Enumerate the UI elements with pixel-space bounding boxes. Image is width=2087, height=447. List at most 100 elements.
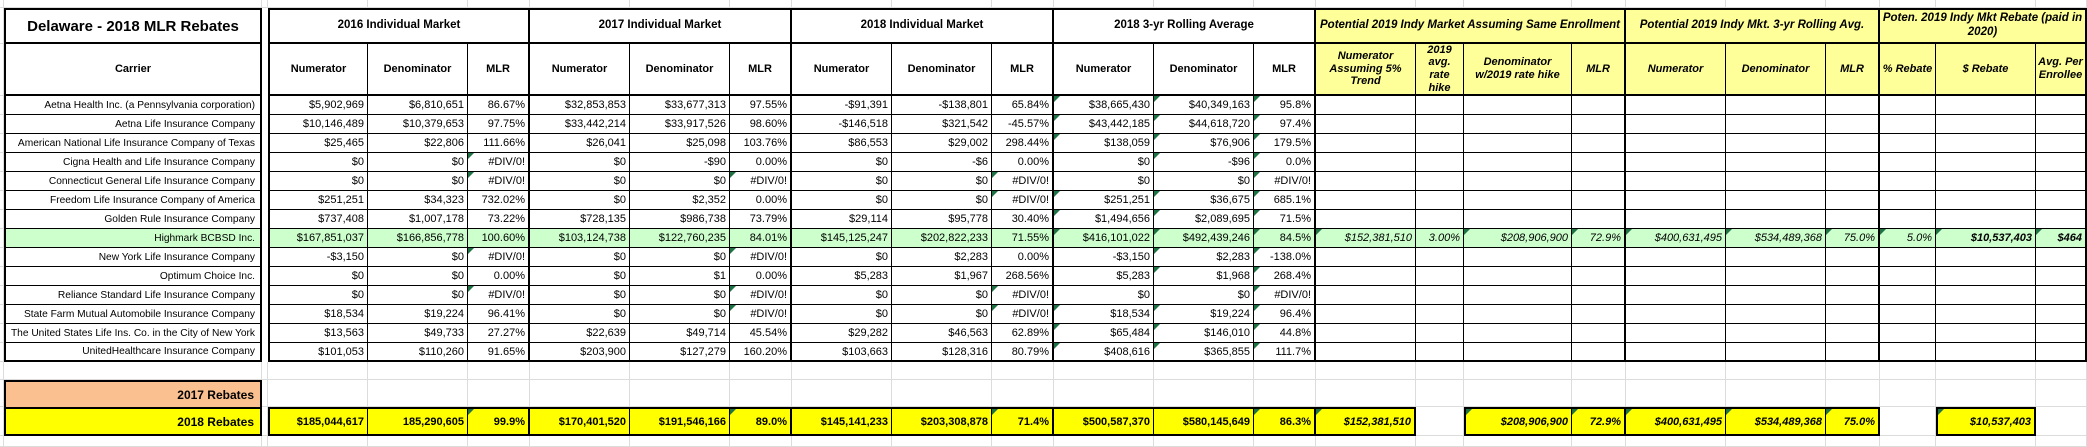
carrier-cell[interactable]: Cigna Health and Life Insurance Company bbox=[4, 153, 262, 172]
carrier-cell[interactable]: New York Life Insurance Company bbox=[4, 248, 262, 267]
data-cell[interactable] bbox=[1826, 286, 1880, 305]
data-cell[interactable]: $146,010 bbox=[1154, 324, 1254, 343]
total-cell[interactable]: $400,631,495 bbox=[1626, 407, 1726, 436]
data-cell[interactable]: 27.27% bbox=[468, 324, 530, 343]
data-cell[interactable]: $22,806 bbox=[368, 134, 468, 153]
data-cell[interactable] bbox=[1936, 115, 2036, 134]
data-cell[interactable]: $737,408 bbox=[268, 210, 368, 229]
data-cell[interactable] bbox=[1464, 96, 1572, 115]
data-cell[interactable] bbox=[1416, 134, 1464, 153]
data-cell[interactable]: 97.4% bbox=[1254, 115, 1316, 134]
data-cell[interactable] bbox=[1464, 343, 1572, 362]
data-cell[interactable]: $0 bbox=[368, 267, 468, 286]
data-cell[interactable]: 91.65% bbox=[468, 343, 530, 362]
data-cell[interactable]: #DIV/0! bbox=[992, 191, 1054, 210]
data-cell[interactable]: 65.84% bbox=[992, 96, 1054, 115]
data-cell[interactable]: $5,902,969 bbox=[268, 96, 368, 115]
data-cell[interactable] bbox=[1880, 324, 1936, 343]
group-header[interactable]: Potential 2019 Indy Market Assuming Same… bbox=[1316, 8, 1626, 44]
group-header[interactable]: 2018 3-yr Rolling Average bbox=[1054, 8, 1316, 44]
data-cell[interactable]: $95,778 bbox=[892, 210, 992, 229]
data-cell[interactable]: $0 bbox=[1154, 286, 1254, 305]
data-cell[interactable] bbox=[1936, 324, 2036, 343]
data-cell[interactable] bbox=[1826, 172, 1880, 191]
total-cell[interactable]: $170,401,520 bbox=[530, 407, 630, 436]
data-cell[interactable] bbox=[1936, 210, 2036, 229]
data-cell[interactable]: $25,098 bbox=[630, 134, 730, 153]
data-cell[interactable]: 0.00% bbox=[992, 248, 1054, 267]
data-cell[interactable]: $86,553 bbox=[792, 134, 892, 153]
data-cell[interactable] bbox=[1572, 267, 1626, 286]
column-header[interactable]: Numerator bbox=[268, 44, 368, 96]
data-cell[interactable]: #DIV/0! bbox=[992, 286, 1054, 305]
data-cell[interactable]: $0 bbox=[530, 172, 630, 191]
data-cell[interactable]: $29,282 bbox=[792, 324, 892, 343]
group-header[interactable]: 2017 Individual Market bbox=[530, 8, 792, 44]
data-cell[interactable]: $492,439,246 bbox=[1154, 229, 1254, 248]
column-header[interactable]: Numerator bbox=[1626, 44, 1726, 96]
data-cell[interactable]: 97.55% bbox=[730, 96, 792, 115]
data-cell[interactable]: $166,856,778 bbox=[368, 229, 468, 248]
data-cell[interactable] bbox=[1626, 172, 1726, 191]
data-cell[interactable]: $208,906,900 bbox=[1464, 229, 1572, 248]
data-cell[interactable]: 71.55% bbox=[992, 229, 1054, 248]
data-cell[interactable] bbox=[1726, 248, 1826, 267]
data-cell[interactable]: -$146,518 bbox=[792, 115, 892, 134]
group-header[interactable]: Poten. 2019 Indy Mkt Rebate (paid in 202… bbox=[1880, 8, 2087, 44]
data-cell[interactable]: $33,917,526 bbox=[630, 115, 730, 134]
data-cell[interactable] bbox=[1316, 96, 1416, 115]
data-cell[interactable]: 732.02% bbox=[468, 191, 530, 210]
column-header[interactable]: Denominator bbox=[1726, 44, 1826, 96]
data-cell[interactable]: 73.79% bbox=[730, 210, 792, 229]
data-cell[interactable]: $1,494,656 bbox=[1054, 210, 1154, 229]
data-cell[interactable] bbox=[1936, 343, 2036, 362]
total-cell[interactable]: $534,489,368 bbox=[1726, 407, 1826, 436]
data-cell[interactable]: $10,146,489 bbox=[268, 115, 368, 134]
data-cell[interactable] bbox=[1316, 343, 1416, 362]
column-header[interactable]: MLR bbox=[1572, 44, 1626, 96]
data-cell[interactable] bbox=[1416, 267, 1464, 286]
data-cell[interactable]: $145,125,247 bbox=[792, 229, 892, 248]
data-cell[interactable]: $0 bbox=[1054, 286, 1154, 305]
data-cell[interactable]: 179.5% bbox=[1254, 134, 1316, 153]
data-cell[interactable] bbox=[1880, 134, 1936, 153]
data-cell[interactable]: 72.9% bbox=[1572, 229, 1626, 248]
data-cell[interactable]: $0 bbox=[892, 172, 992, 191]
data-cell[interactable] bbox=[1726, 210, 1826, 229]
data-cell[interactable] bbox=[1316, 305, 1416, 324]
data-cell[interactable] bbox=[1936, 305, 2036, 324]
data-cell[interactable]: $33,677,313 bbox=[630, 96, 730, 115]
data-cell[interactable]: $44,618,720 bbox=[1154, 115, 1254, 134]
data-cell[interactable]: $101,053 bbox=[268, 343, 368, 362]
data-cell[interactable]: $5,283 bbox=[792, 267, 892, 286]
data-cell[interactable]: $0 bbox=[530, 267, 630, 286]
data-cell[interactable]: $0 bbox=[792, 248, 892, 267]
total-cell[interactable]: $152,381,510 bbox=[1316, 407, 1416, 436]
data-cell[interactable]: $0 bbox=[530, 153, 630, 172]
column-header[interactable]: MLR bbox=[730, 44, 792, 96]
data-cell[interactable]: $0 bbox=[268, 267, 368, 286]
data-cell[interactable]: #DIV/0! bbox=[730, 248, 792, 267]
data-cell[interactable] bbox=[1416, 305, 1464, 324]
data-cell[interactable]: $0 bbox=[1054, 153, 1154, 172]
data-cell[interactable]: $0 bbox=[368, 286, 468, 305]
data-cell[interactable] bbox=[1416, 343, 1464, 362]
data-cell[interactable]: -$138,801 bbox=[892, 96, 992, 115]
data-cell[interactable]: -$3,150 bbox=[1054, 248, 1154, 267]
data-cell[interactable]: $464 bbox=[2036, 229, 2087, 248]
data-cell[interactable]: #DIV/0! bbox=[468, 286, 530, 305]
data-cell[interactable] bbox=[1316, 324, 1416, 343]
data-cell[interactable]: 84.01% bbox=[730, 229, 792, 248]
data-cell[interactable] bbox=[1416, 286, 1464, 305]
data-cell[interactable]: 96.4% bbox=[1254, 305, 1316, 324]
data-cell[interactable]: 5.0% bbox=[1880, 229, 1936, 248]
data-cell[interactable] bbox=[1626, 96, 1726, 115]
data-cell[interactable] bbox=[1416, 153, 1464, 172]
rebates-2017-label[interactable]: 2017 Rebates bbox=[4, 380, 262, 407]
data-cell[interactable] bbox=[1726, 153, 1826, 172]
carrier-cell[interactable]: Golden Rule Insurance Company bbox=[4, 210, 262, 229]
total-cell[interactable]: $10,537,403 bbox=[1936, 407, 2036, 436]
total-cell[interactable]: 86.3% bbox=[1254, 407, 1316, 436]
data-cell[interactable]: -$91,391 bbox=[792, 96, 892, 115]
data-cell[interactable] bbox=[1626, 343, 1726, 362]
